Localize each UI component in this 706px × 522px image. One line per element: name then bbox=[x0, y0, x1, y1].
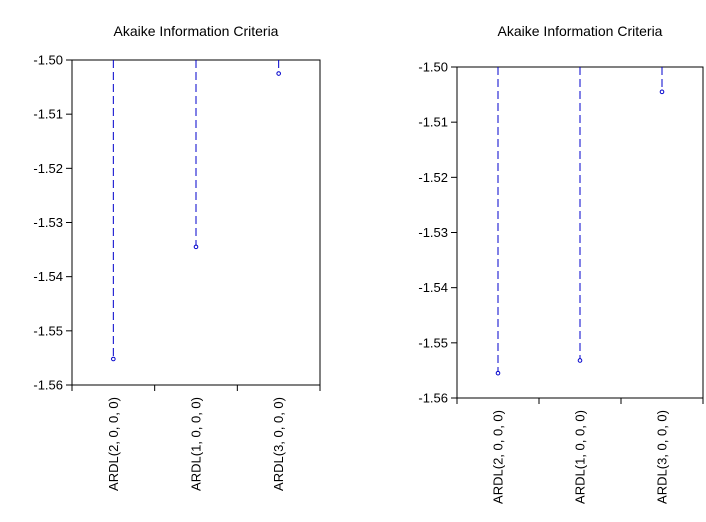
y-tick-label: -1.51 bbox=[33, 107, 63, 122]
y-tick-label: -1.51 bbox=[418, 115, 448, 130]
data-point bbox=[577, 358, 583, 363]
x-category-label: ARDL(3, 0, 0, 0) bbox=[271, 397, 286, 491]
y-tick-label: -1.54 bbox=[418, 280, 448, 295]
chart-title: Akaike Information Criteria bbox=[114, 23, 279, 39]
y-tick-label: -1.56 bbox=[418, 391, 448, 406]
chart-right: Akaike Information Criteria -1.50 -1.51 -1.… bbox=[418, 23, 704, 504]
y-tick-label: -1.53 bbox=[33, 215, 63, 230]
y-tick-label: -1.50 bbox=[418, 60, 448, 75]
y-tick-label: -1.55 bbox=[418, 335, 448, 350]
data-point bbox=[276, 71, 281, 76]
x-category-label: ARDL(1, 0, 0, 0) bbox=[189, 397, 204, 491]
x-category-label: ARDL(1, 0, 0, 0) bbox=[573, 410, 588, 504]
chart-title: Akaike Information Criteria bbox=[498, 23, 663, 39]
chart-left: Akaike Information Criteria -1.50 -1.51 -1.… bbox=[33, 23, 321, 491]
x-category-label: ARDL(2, 0, 0, 0) bbox=[491, 410, 506, 504]
y-tick-label: -1.50 bbox=[33, 53, 63, 68]
data-point bbox=[659, 89, 665, 95]
y-tick-label: -1.54 bbox=[33, 269, 63, 284]
data-point bbox=[495, 370, 501, 376]
x-category-label: ARDL(2, 0, 0, 0) bbox=[106, 397, 121, 491]
y-tick-label: -1.53 bbox=[418, 225, 448, 240]
y-tick-label: -1.52 bbox=[33, 161, 63, 176]
y-tick-label: -1.56 bbox=[33, 378, 63, 393]
data-point bbox=[193, 244, 199, 250]
data-point bbox=[111, 356, 116, 362]
y-tick-label: -1.55 bbox=[33, 323, 63, 338]
y-tick-label: -1.52 bbox=[418, 170, 448, 185]
x-category-label: ARDL(3, 0, 0, 0) bbox=[655, 410, 670, 504]
